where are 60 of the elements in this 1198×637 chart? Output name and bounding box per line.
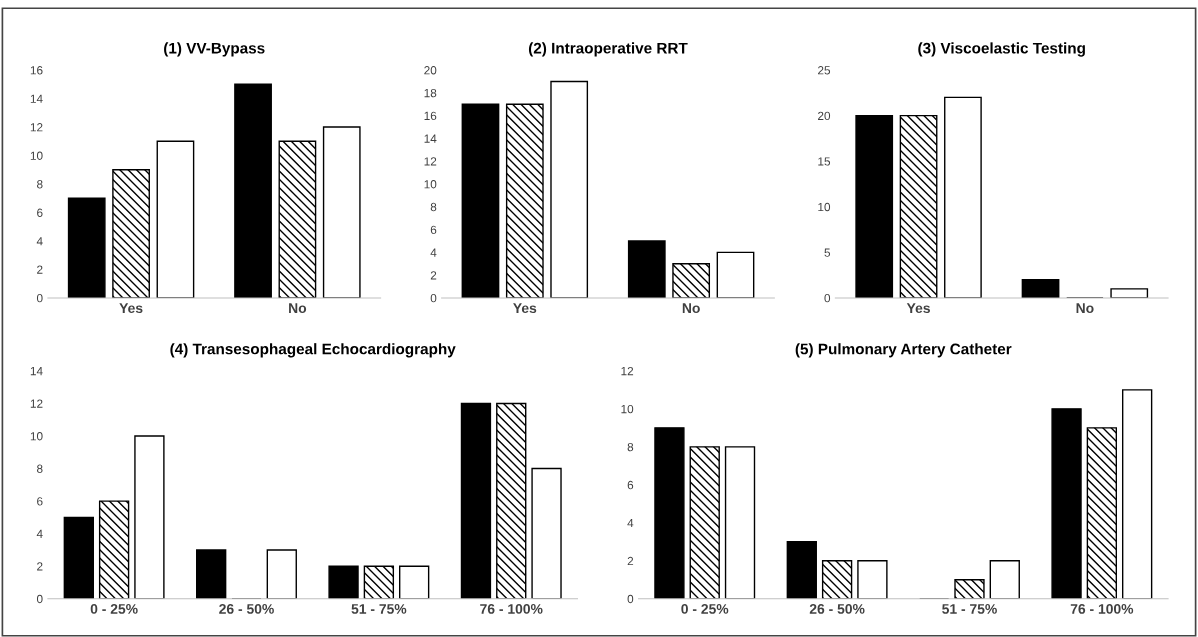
y-tick-label: 8 [627, 442, 634, 452]
x-tick-label: Yes [119, 303, 143, 314]
y-tick-label: 18 [424, 88, 437, 98]
chart-title: (4) Transesophageal Echocardiography [170, 343, 456, 358]
y-tick-label: 2 [37, 265, 43, 274]
y-tick-label: 16 [424, 111, 437, 121]
x-tick-label: 0 - 25% [90, 604, 138, 614]
y-tick-label: 14 [30, 367, 43, 376]
y-tick-label: 6 [430, 225, 437, 234]
x-tick-label: 26 - 50% [219, 604, 274, 614]
chart-title: (5) Pulmonary Artery Catheter [795, 343, 1012, 358]
y-tick-label: 5 [824, 248, 831, 257]
y-tick-label: 4 [36, 529, 43, 538]
x-tick-label: No [682, 303, 700, 314]
y-tick-label: 20 [424, 66, 437, 75]
x-tick-label: No [289, 303, 307, 314]
y-tick-label: 12 [30, 399, 43, 408]
y-tick-label: 10 [424, 180, 437, 189]
y-tick-label: 2 [37, 562, 43, 571]
chart-title: (3) Viscoelastic Testing [918, 42, 1085, 57]
y-tick-label: 0 [36, 294, 43, 303]
y-tick-label: 0 [627, 594, 634, 604]
x-tick-label: 76 - 100% [1070, 604, 1134, 614]
x-tick-label: 0 - 25% [681, 604, 729, 614]
y-tick-label: 10 [621, 404, 634, 414]
y-tick-label: 15 [818, 157, 831, 166]
y-tick-label: 4 [36, 237, 43, 246]
y-tick-label: 2 [430, 271, 437, 280]
y-tick-label: 12 [30, 123, 43, 132]
x-tick-label: 76 - 100% [480, 604, 543, 614]
y-tick-label: 0 [36, 594, 43, 604]
x-tick-label: 26 - 50% [809, 604, 865, 614]
y-tick-label: 8 [37, 180, 43, 189]
y-tick-label: 16 [30, 66, 43, 75]
y-tick-label: 10 [818, 202, 831, 212]
y-tick-label: 4 [627, 518, 634, 528]
y-tick-label: 6 [627, 480, 634, 490]
y-tick-label: 8 [430, 202, 437, 212]
y-tick-label: 14 [30, 94, 43, 103]
chart-title: (2) Intraoperative RRT [528, 42, 688, 57]
y-tick-label: 25 [818, 66, 831, 75]
y-tick-label: 10 [30, 151, 43, 160]
x-tick-label: 51 - 75% [351, 604, 407, 614]
y-tick-label: 0 [430, 294, 437, 303]
y-tick-label: 2 [627, 556, 634, 566]
x-tick-label: 51 - 75% [942, 604, 997, 614]
x-tick-label: Yes [513, 303, 537, 314]
y-tick-label: 12 [621, 366, 634, 376]
y-tick-label: 6 [37, 497, 43, 506]
y-tick-label: 4 [430, 248, 437, 257]
y-tick-label: 12 [424, 157, 437, 166]
x-tick-label: No [1076, 303, 1094, 314]
y-tick-label: 0 [824, 294, 831, 303]
y-tick-label: 10 [30, 432, 43, 441]
y-tick-label: 8 [37, 464, 43, 473]
y-tick-label: 6 [37, 208, 43, 217]
y-tick-label: 14 [424, 134, 437, 143]
chart-title: (1) VV-Bypass [164, 42, 265, 57]
y-tick-label: 20 [818, 111, 831, 121]
x-tick-label: Yes [906, 303, 930, 314]
